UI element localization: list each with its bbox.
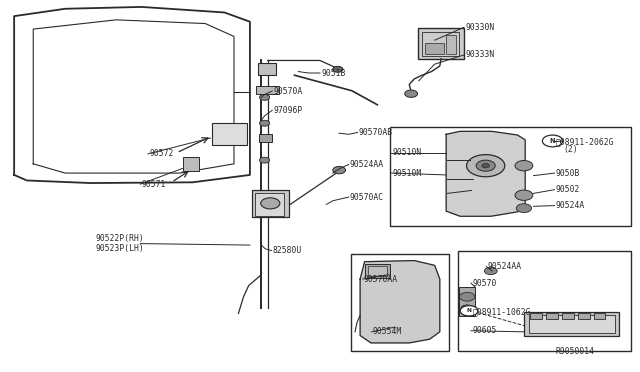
Text: N: N	[467, 308, 472, 313]
Bar	[390, 126, 631, 225]
Text: 90502: 90502	[556, 185, 580, 194]
Circle shape	[333, 66, 343, 72]
Text: 9051B: 9051B	[321, 68, 346, 77]
Circle shape	[460, 292, 475, 301]
Polygon shape	[360, 260, 440, 343]
Bar	[424, 44, 444, 54]
Text: (2): (2)	[563, 145, 578, 154]
Text: 97096P: 97096P	[273, 106, 303, 115]
Circle shape	[516, 204, 532, 212]
Bar	[529, 315, 615, 333]
Text: 90524AA: 90524AA	[488, 262, 522, 271]
Text: 90570: 90570	[472, 279, 497, 288]
Circle shape	[404, 90, 417, 97]
Text: 90572: 90572	[149, 150, 173, 158]
Bar	[212, 123, 246, 145]
Bar	[351, 254, 449, 352]
Circle shape	[460, 306, 478, 316]
Polygon shape	[446, 131, 525, 216]
Text: 90571: 90571	[141, 180, 166, 189]
Bar	[458, 251, 631, 352]
Bar	[256, 86, 278, 94]
Bar	[183, 157, 199, 171]
Text: 82580U: 82580U	[273, 246, 302, 255]
Text: Ⓝ08911-2062G: Ⓝ08911-2062G	[556, 137, 614, 146]
Text: 90510N: 90510N	[393, 148, 422, 157]
Bar	[594, 313, 605, 319]
Text: 90570AC: 90570AC	[350, 193, 384, 202]
Text: 90524A: 90524A	[556, 201, 585, 210]
Text: R9050014: R9050014	[556, 347, 595, 356]
Circle shape	[259, 120, 269, 126]
Text: 90522P(RH): 90522P(RH)	[96, 234, 145, 243]
Bar	[531, 313, 541, 319]
Circle shape	[260, 198, 280, 209]
Bar	[418, 28, 464, 59]
Bar	[259, 134, 271, 142]
Text: 9050B: 9050B	[556, 169, 580, 177]
Text: 90330N: 90330N	[465, 23, 495, 32]
Bar	[255, 193, 284, 215]
Circle shape	[482, 163, 490, 168]
Circle shape	[515, 190, 533, 201]
Text: 90570AB: 90570AB	[359, 128, 393, 137]
Bar	[578, 313, 589, 319]
Text: 90570A: 90570A	[273, 87, 303, 96]
Text: 90554M: 90554M	[373, 327, 402, 336]
Text: 90605: 90605	[472, 326, 497, 335]
Text: 90524AA: 90524AA	[350, 160, 384, 169]
Bar	[258, 63, 276, 75]
Bar	[524, 311, 620, 336]
Bar	[562, 313, 573, 319]
Bar	[459, 287, 476, 316]
Circle shape	[476, 160, 495, 171]
Circle shape	[259, 94, 269, 100]
Bar	[252, 190, 289, 217]
Bar	[365, 263, 390, 278]
Circle shape	[515, 161, 533, 171]
Text: 90333N: 90333N	[465, 51, 495, 60]
Text: 90510M: 90510M	[393, 169, 422, 177]
Circle shape	[484, 267, 497, 275]
Text: 90523P(LH): 90523P(LH)	[96, 244, 145, 253]
Text: Ⓝ08911-1062G: Ⓝ08911-1062G	[472, 307, 531, 316]
Circle shape	[333, 166, 346, 174]
Bar	[368, 266, 387, 276]
Circle shape	[467, 155, 505, 177]
Bar	[546, 313, 557, 319]
Text: N: N	[550, 138, 556, 144]
Circle shape	[542, 135, 563, 147]
Bar	[422, 32, 459, 56]
Circle shape	[461, 305, 474, 312]
Bar	[446, 35, 456, 54]
Text: 90570AA: 90570AA	[364, 275, 398, 283]
Circle shape	[259, 157, 269, 163]
